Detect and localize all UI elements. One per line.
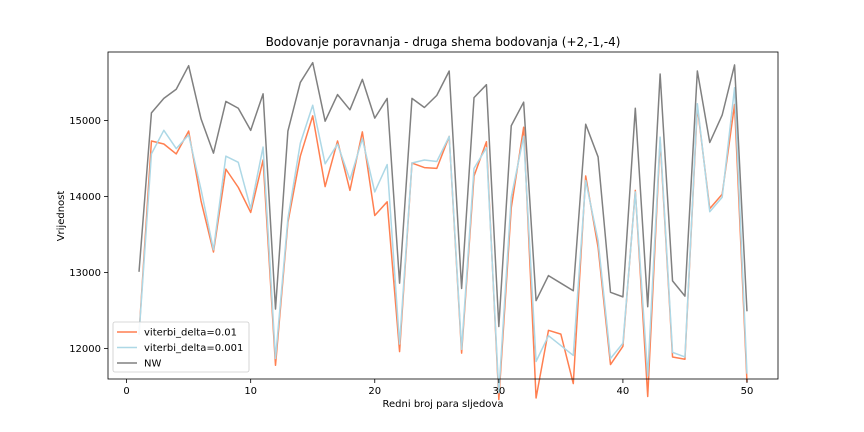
legend-entry: viterbi_delta=0.01 [144,328,237,339]
legend-entry: NW [144,359,161,370]
x-tick-label: 40 [617,386,630,397]
x-tick-label: 20 [368,386,381,397]
legend-box [112,321,250,373]
x-axis-label: Redni broj para sljedova [383,399,504,410]
chart-title: Bodovanje poravnanja - druga shema bodov… [266,35,621,49]
y-tick-label: 13000 [69,268,101,279]
x-tick-label: 30 [492,386,505,397]
plot-frame [107,51,779,380]
series-line-2 [138,61,748,328]
x-tick-label: 50 [741,386,754,397]
legend-entry: viterbi_delta=0.001 [144,343,243,354]
y-tick-label: 12000 [69,344,101,355]
x-tick-label: 0 [123,386,129,397]
y-axis-label: Vrijednost [56,191,67,242]
y-tick-label: 14000 [69,192,101,203]
legend: viterbi_delta=0.01 viterbi_delta=0.001 NW [112,321,250,373]
y-axis-ticks: 12000 13000 14000 15000 [69,116,108,355]
series-line-1 [138,86,748,394]
series-line-0 [138,103,748,401]
y-tick-label: 15000 [69,116,101,127]
x-axis-ticks: 0 10 20 30 40 50 [123,379,753,397]
x-tick-label: 10 [244,386,257,397]
series-lines [138,61,748,401]
